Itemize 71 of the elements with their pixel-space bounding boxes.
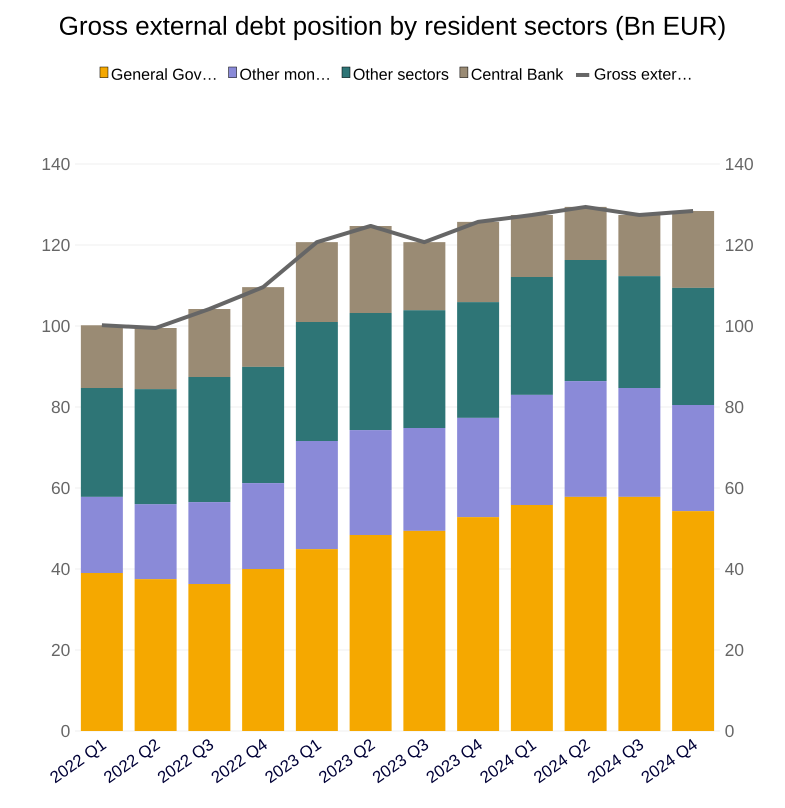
- y2-tick-label: 0: [725, 724, 734, 738]
- y2-tick-label: 140: [726, 158, 753, 170]
- bar: [134, 504, 177, 580]
- y-tick-label: 0: [61, 724, 70, 738]
- y2-tick-label: 40: [725, 562, 744, 576]
- bar: [296, 242, 338, 322]
- bar: [510, 505, 553, 731]
- bar: [80, 573, 123, 731]
- bar: [672, 404, 714, 512]
- legend-label: Gross exter…: [594, 68, 690, 80]
- bar: [134, 389, 177, 504]
- bar: [672, 288, 714, 405]
- y-tick-label: 80: [52, 400, 70, 414]
- bar: [188, 377, 230, 502]
- bar: [134, 579, 177, 731]
- y2-tick-label: 20: [726, 644, 744, 656]
- bar: [188, 308, 230, 378]
- bar: [296, 322, 338, 442]
- bar: [618, 276, 660, 388]
- y-tick-label: 100: [42, 320, 70, 332]
- y-tick-label: 60: [52, 482, 70, 494]
- y-tick-label: 120: [42, 238, 70, 252]
- bar: [564, 260, 607, 382]
- legend-label: Other mon…: [240, 68, 329, 80]
- bar: [457, 302, 500, 418]
- bar: [618, 496, 660, 731]
- y2-tick-label: 60: [726, 482, 744, 494]
- bar: [564, 496, 607, 731]
- bar: [242, 568, 284, 731]
- bar: [188, 584, 230, 731]
- bar: [80, 325, 123, 388]
- legend-label: General Gov…: [112, 68, 216, 80]
- bar: [510, 276, 553, 395]
- bar: [80, 388, 123, 497]
- bar: [188, 502, 230, 584]
- y-tick-label: 20: [52, 644, 70, 656]
- bar: [296, 549, 338, 731]
- y2-tick-label: 100: [726, 320, 753, 332]
- bar: [296, 441, 338, 550]
- line-series: [100, 204, 696, 330]
- bar: [510, 394, 553, 506]
- bar: [242, 483, 284, 569]
- bar: [564, 381, 607, 497]
- bar: [403, 242, 446, 310]
- y2-tick-label: 120: [726, 238, 753, 252]
- bar: [242, 366, 284, 484]
- bar: [457, 418, 500, 518]
- bar: [80, 496, 123, 574]
- bar: [618, 388, 660, 497]
- y-tick-label: 40: [51, 562, 70, 576]
- bar: [672, 210, 714, 288]
- bar: [564, 206, 607, 260]
- bar: [350, 226, 392, 314]
- bar: [510, 215, 553, 277]
- chart-title: Gross external debt position by resident sectors (Bn EUR): [60, 16, 725, 40]
- legend-label: Central Bank: [472, 68, 564, 80]
- bar: [350, 313, 392, 430]
- bar: [457, 222, 500, 302]
- bar: [618, 215, 660, 276]
- bar: [457, 517, 500, 731]
- y-tick-label: 140: [42, 158, 70, 170]
- legend-label: Other sectors: [354, 68, 448, 80]
- bar: [350, 534, 392, 731]
- bar: [350, 430, 392, 535]
- bar: [403, 530, 446, 731]
- y2-tick-label: 80: [725, 400, 744, 414]
- bar: [134, 328, 177, 390]
- bar: [403, 428, 446, 531]
- bar: [403, 310, 446, 428]
- bar: [672, 511, 714, 731]
- bar: [242, 287, 284, 367]
